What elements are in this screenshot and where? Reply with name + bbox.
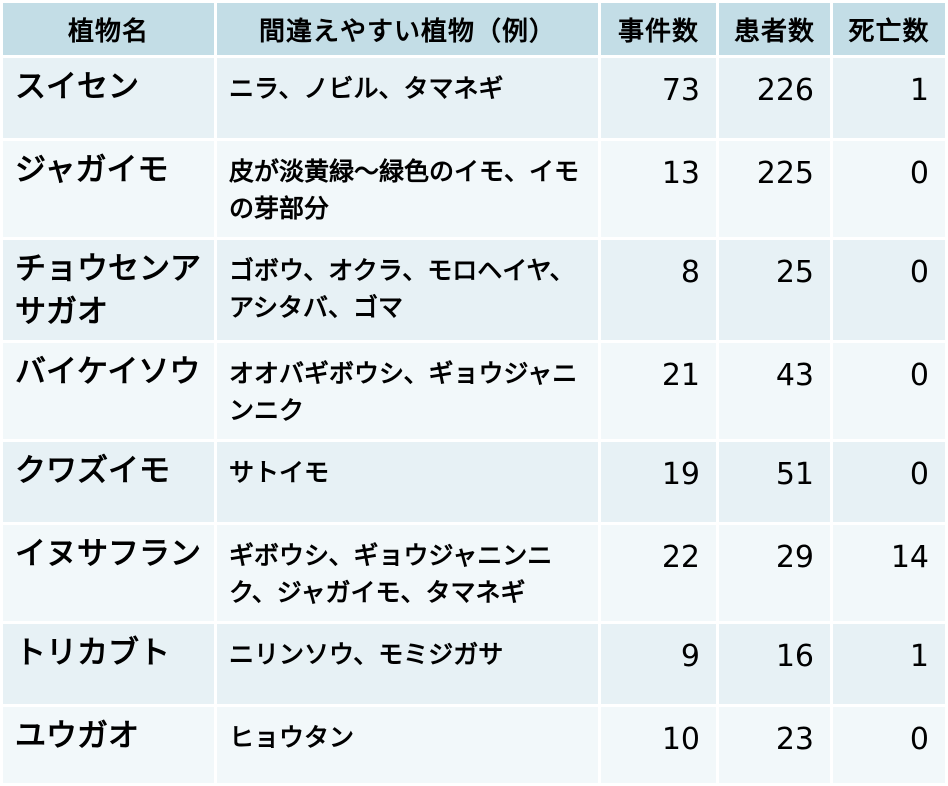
- mistaken-plants-cell: オオバギボウシ、ギョウジャニンニク: [217, 343, 598, 439]
- death-count-cell: 0: [833, 240, 945, 340]
- mistaken-plants-cell: サトイモ: [217, 442, 598, 522]
- incident-count-cell: 21: [601, 343, 716, 439]
- header-incident-count: 事件数: [601, 3, 716, 55]
- mistaken-plants-cell: 皮が淡黄緑～緑色のイモ、イモの芽部分: [217, 141, 598, 237]
- incident-count-cell: 13: [601, 141, 716, 237]
- table-row: クワズイモ サトイモ 19 51 0: [3, 442, 945, 522]
- plant-name-cell: チョウセンアサガオ: [3, 240, 214, 340]
- incident-count-cell: 8: [601, 240, 716, 340]
- plant-name-cell: スイセン: [3, 58, 214, 138]
- death-count-cell: 0: [833, 343, 945, 439]
- patient-count-cell: 29: [719, 525, 830, 621]
- death-count-cell: 14: [833, 525, 945, 621]
- incident-count-cell: 9: [601, 624, 716, 704]
- plant-name-cell: ユウガオ: [3, 707, 214, 783]
- header-death-count: 死亡数: [833, 3, 945, 55]
- patient-count-cell: 51: [719, 442, 830, 522]
- mistaken-plants-cell: ヒョウタン: [217, 707, 598, 783]
- table-row: バイケイソウ オオバギボウシ、ギョウジャニンニク 21 43 0: [3, 343, 945, 439]
- table-row: スイセン ニラ、ノビル、タマネギ 73 226 1: [3, 58, 945, 138]
- header-plant-name: 植物名: [3, 3, 214, 55]
- mistaken-plants-cell: ニラ、ノビル、タマネギ: [217, 58, 598, 138]
- table-row: チョウセンアサガオ ゴボウ、オクラ、モロヘイヤ、アシタバ、ゴマ 8 25 0: [3, 240, 945, 340]
- plant-name-cell: バイケイソウ: [3, 343, 214, 439]
- incident-count-cell: 22: [601, 525, 716, 621]
- incident-count-cell: 10: [601, 707, 716, 783]
- plant-name-cell: クワズイモ: [3, 442, 214, 522]
- plant-name-cell: ジャガイモ: [3, 141, 214, 237]
- mistaken-plants-cell: ギボウシ、ギョウジャニンニク、ジャガイモ、タマネギ: [217, 525, 598, 621]
- table-row: イヌサフラン ギボウシ、ギョウジャニンニク、ジャガイモ、タマネギ 22 29 1…: [3, 525, 945, 621]
- patient-count-cell: 225: [719, 141, 830, 237]
- mistaken-plants-cell: ニリンソウ、モミジガサ: [217, 624, 598, 704]
- death-count-cell: 0: [833, 442, 945, 522]
- mistaken-plants-cell: ゴボウ、オクラ、モロヘイヤ、アシタバ、ゴマ: [217, 240, 598, 340]
- death-count-cell: 1: [833, 58, 945, 138]
- table-row: ジャガイモ 皮が淡黄緑～緑色のイモ、イモの芽部分 13 225 0: [3, 141, 945, 237]
- incident-count-cell: 73: [601, 58, 716, 138]
- table-row: トリカブト ニリンソウ、モミジガサ 9 16 1: [3, 624, 945, 704]
- header-mistaken-plants: 間違えやすい植物（例）: [217, 3, 598, 55]
- plant-name-cell: イヌサフラン: [3, 525, 214, 621]
- header-patient-count: 患者数: [719, 3, 830, 55]
- table-row: ユウガオ ヒョウタン 10 23 0: [3, 707, 945, 783]
- patient-count-cell: 25: [719, 240, 830, 340]
- table-header-row: 植物名 間違えやすい植物（例） 事件数 患者数 死亡数: [3, 3, 945, 55]
- death-count-cell: 0: [833, 141, 945, 237]
- patient-count-cell: 43: [719, 343, 830, 439]
- death-count-cell: 1: [833, 624, 945, 704]
- patient-count-cell: 16: [719, 624, 830, 704]
- patient-count-cell: 23: [719, 707, 830, 783]
- death-count-cell: 0: [833, 707, 945, 783]
- incident-count-cell: 19: [601, 442, 716, 522]
- plant-name-cell: トリカブト: [3, 624, 214, 704]
- patient-count-cell: 226: [719, 58, 830, 138]
